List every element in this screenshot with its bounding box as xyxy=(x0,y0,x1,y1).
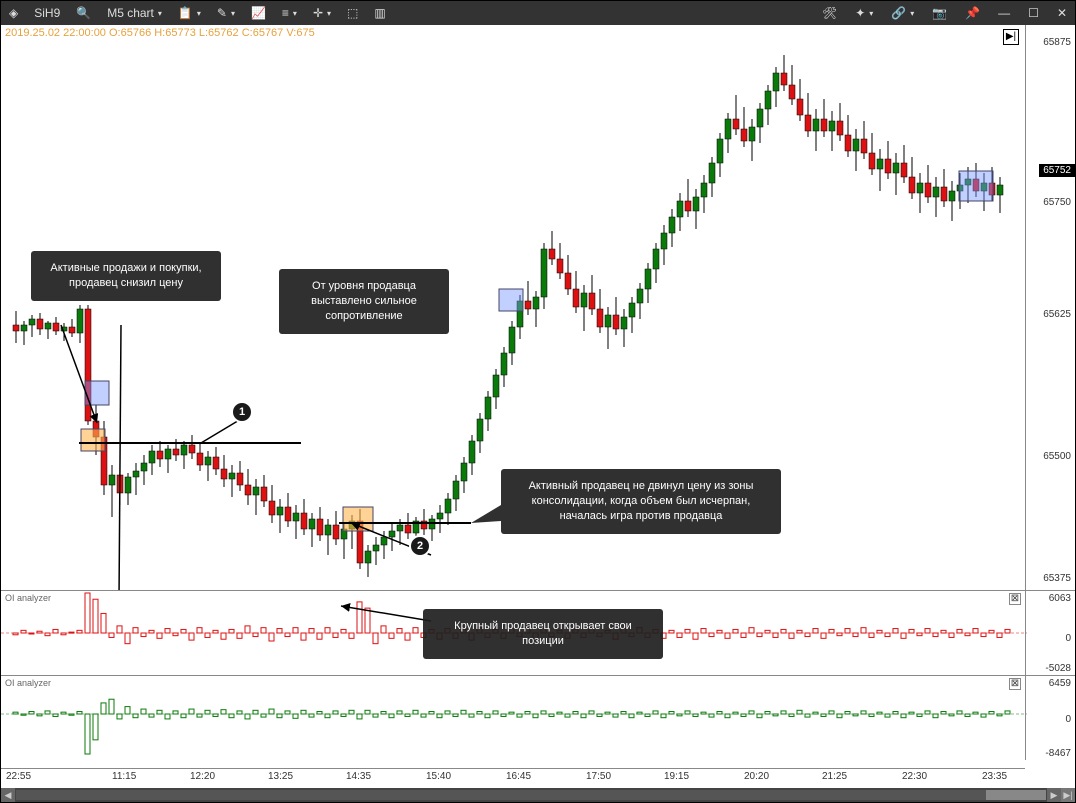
callout-3: Активный продавец не двинул цену из зоны… xyxy=(501,469,781,534)
horizontal-scrollbar[interactable]: ◀ ▶ ▶| xyxy=(1,788,1075,802)
badge-1: 1 xyxy=(231,401,253,423)
screen-icon[interactable]: ⬚ xyxy=(343,4,362,22)
link-icon[interactable]: 🔗 xyxy=(887,4,918,22)
time-axis: 22:5511:1512:2013:2514:3515:4016:4517:50… xyxy=(1,768,1025,788)
minimize-icon[interactable]: — xyxy=(994,4,1014,22)
crosshair-icon[interactable]: ✛ xyxy=(309,4,335,22)
clipboard-icon[interactable]: 📋 xyxy=(174,4,205,22)
tools-icon[interactable]: 🛠 xyxy=(818,4,841,22)
scroll-end-icon[interactable]: ▶| xyxy=(1061,788,1075,802)
maximize-icon[interactable]: ☐ xyxy=(1024,4,1043,22)
pin-icon[interactable]: 📌 xyxy=(961,4,984,22)
chart-line-icon[interactable]: 📈 xyxy=(247,4,270,22)
scroll-left-icon[interactable]: ◀ xyxy=(1,788,15,802)
app-icon[interactable]: ◈ xyxy=(5,4,22,22)
price-axis: 658756575065625655006537565752 xyxy=(1025,25,1075,590)
ohlc-readout: 2019.25.02 22:00:00 O:65766 H:65773 L:65… xyxy=(5,27,315,39)
oi-analyzer-2[interactable]: OI analyzer ⊠ 64590-8467 xyxy=(1,675,1075,760)
camera-icon[interactable]: 📷 xyxy=(928,4,951,22)
main-toolbar: ◈ SiH9 🔍 M5 chart 📋 ✎ 📈 ≡ ✛ ⬚ ▥ 🛠 ✦ 🔗 📷 … xyxy=(1,1,1075,25)
tools-off-icon[interactable]: ✦ xyxy=(851,4,877,22)
badge-2: 2 xyxy=(409,535,431,557)
callout-4: Крупный продавец открывает свои позиции xyxy=(423,609,663,659)
timeframe-dropdown[interactable]: M5 chart xyxy=(103,4,166,22)
panels-icon[interactable]: ▥ xyxy=(370,4,389,22)
scroll-right-icon[interactable]: ▶ xyxy=(1047,788,1061,802)
callout-2: От уровня продавца выставлено сильное со… xyxy=(279,269,449,334)
close-icon[interactable]: ✕ xyxy=(1053,4,1071,22)
pencil-icon[interactable]: ✎ xyxy=(213,4,239,22)
list-icon[interactable]: ≡ xyxy=(278,4,301,22)
symbol-label[interactable]: SiH9 xyxy=(30,4,64,22)
search-icon[interactable]: 🔍 xyxy=(72,4,95,22)
callout-1: Активные продажи и покупки, продавец сни… xyxy=(31,251,221,301)
